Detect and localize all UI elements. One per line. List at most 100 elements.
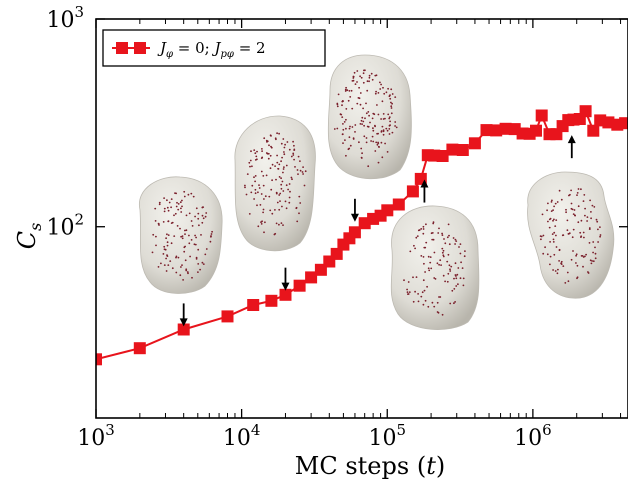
vesicle-dot bbox=[263, 185, 265, 187]
vesicle-dot bbox=[356, 70, 358, 72]
vesicle-dot bbox=[298, 156, 300, 158]
vesicle-dot bbox=[449, 243, 451, 245]
vesicle-dot bbox=[268, 196, 270, 198]
vesicle-dot bbox=[246, 194, 248, 196]
vesicle-dot bbox=[188, 242, 190, 244]
vesicle-dot bbox=[583, 200, 585, 202]
vesicle-dot bbox=[336, 128, 338, 130]
vesicle-dot bbox=[390, 105, 392, 107]
vesicle-dot bbox=[574, 214, 576, 216]
vesicle-dot bbox=[589, 242, 591, 244]
vesicle-dot bbox=[543, 235, 545, 237]
vesicle-dot bbox=[274, 209, 276, 211]
vesicle-dot bbox=[277, 202, 279, 204]
data-point bbox=[536, 110, 548, 122]
vesicle-dot bbox=[271, 179, 273, 181]
legend: Jφ = 0; Jpφ = 2 bbox=[103, 30, 325, 66]
vesicle-dot bbox=[159, 203, 161, 205]
vesicle-dot bbox=[276, 155, 278, 157]
vesicle-dot bbox=[279, 193, 281, 195]
vesicle-dot bbox=[367, 80, 369, 82]
vesicle-dot bbox=[345, 128, 347, 130]
vesicle-dot bbox=[372, 113, 374, 115]
vesicle-dot bbox=[281, 222, 283, 224]
vesicle-dot bbox=[380, 118, 382, 120]
vesicle-dot bbox=[354, 72, 356, 74]
vesicle-dot bbox=[297, 173, 299, 175]
vesicle-dot bbox=[280, 184, 282, 186]
vesicle-dot bbox=[571, 203, 573, 205]
vesicle-snapshot-2 bbox=[235, 116, 316, 251]
x-tick-label: 104 bbox=[223, 421, 261, 451]
vesicle-dot bbox=[251, 185, 253, 187]
vesicle-dot bbox=[380, 84, 382, 86]
vesicle-dot bbox=[282, 224, 284, 226]
vesicle-dot bbox=[197, 263, 199, 265]
vesicle-dot bbox=[342, 133, 344, 135]
vesicle-dot bbox=[170, 206, 172, 208]
vesicle-dot bbox=[453, 288, 455, 290]
vesicle-dot bbox=[423, 263, 425, 265]
vesicle-dot bbox=[254, 152, 256, 154]
vesicle-dot bbox=[361, 120, 363, 122]
vesicle-dot bbox=[389, 98, 391, 100]
vesicle-dot bbox=[291, 178, 293, 180]
vesicle-dot bbox=[244, 187, 246, 189]
vesicle-dot bbox=[179, 274, 181, 276]
vesicle-dot bbox=[588, 272, 590, 274]
vesicle-dot bbox=[578, 205, 580, 207]
vesicle-dot bbox=[573, 229, 575, 231]
vesicle-dot bbox=[183, 191, 185, 193]
vesicle-dot bbox=[391, 103, 393, 105]
vesicle-dot bbox=[180, 201, 182, 203]
vesicle-dot bbox=[167, 241, 169, 243]
vesicle-dot bbox=[418, 301, 420, 303]
vesicle-dot bbox=[164, 211, 166, 213]
vesicle-dot bbox=[549, 219, 551, 221]
vesicle-dot bbox=[256, 204, 258, 206]
vesicle-dot bbox=[554, 225, 556, 227]
vesicle-dot bbox=[349, 90, 351, 92]
vesicle-dot bbox=[369, 122, 371, 124]
vesicle-dot bbox=[382, 126, 384, 128]
vesicle-dot bbox=[177, 225, 179, 227]
vesicle-dot bbox=[575, 262, 577, 264]
vesicle-dot bbox=[455, 274, 457, 276]
vesicle-dot bbox=[553, 254, 555, 256]
vesicle-dot bbox=[562, 265, 564, 267]
vesicle-dot bbox=[338, 94, 340, 96]
vesicle-dot bbox=[198, 224, 200, 226]
vesicle-dot bbox=[577, 276, 579, 278]
vesicle-dot bbox=[549, 227, 551, 229]
vesicle-dot bbox=[289, 191, 291, 193]
vesicle-dot bbox=[348, 100, 350, 102]
vesicle-dot bbox=[363, 70, 365, 72]
vesicle-dot bbox=[181, 264, 183, 266]
vesicle-dot bbox=[194, 235, 196, 237]
vesicle-dot bbox=[255, 175, 257, 177]
data-point bbox=[446, 144, 458, 156]
vesicle-dot bbox=[178, 203, 180, 205]
data-point bbox=[587, 125, 599, 137]
vesicle-dot bbox=[302, 173, 304, 175]
vesicle-dot bbox=[388, 128, 390, 130]
vesicle-dot bbox=[292, 154, 294, 156]
vesicle-dot bbox=[557, 272, 559, 274]
vesicle-dot bbox=[593, 260, 595, 262]
vesicle-dot bbox=[581, 255, 583, 257]
vesicle-dot bbox=[182, 237, 184, 239]
vesicle-dot bbox=[552, 269, 554, 271]
vesicle-dot bbox=[555, 235, 557, 237]
vesicle-dot bbox=[255, 189, 257, 191]
vesicle-dot bbox=[304, 185, 306, 187]
vesicle-dot bbox=[383, 113, 385, 115]
vesicle-dot bbox=[352, 77, 354, 79]
vesicle-dot bbox=[182, 279, 184, 281]
vesicle-dot bbox=[387, 130, 389, 132]
vesicle-dot bbox=[344, 139, 346, 141]
vesicle-dot bbox=[572, 236, 574, 238]
vesicle-dot bbox=[448, 235, 450, 237]
vesicle-dot bbox=[289, 197, 291, 199]
vesicle-dot bbox=[408, 281, 410, 283]
